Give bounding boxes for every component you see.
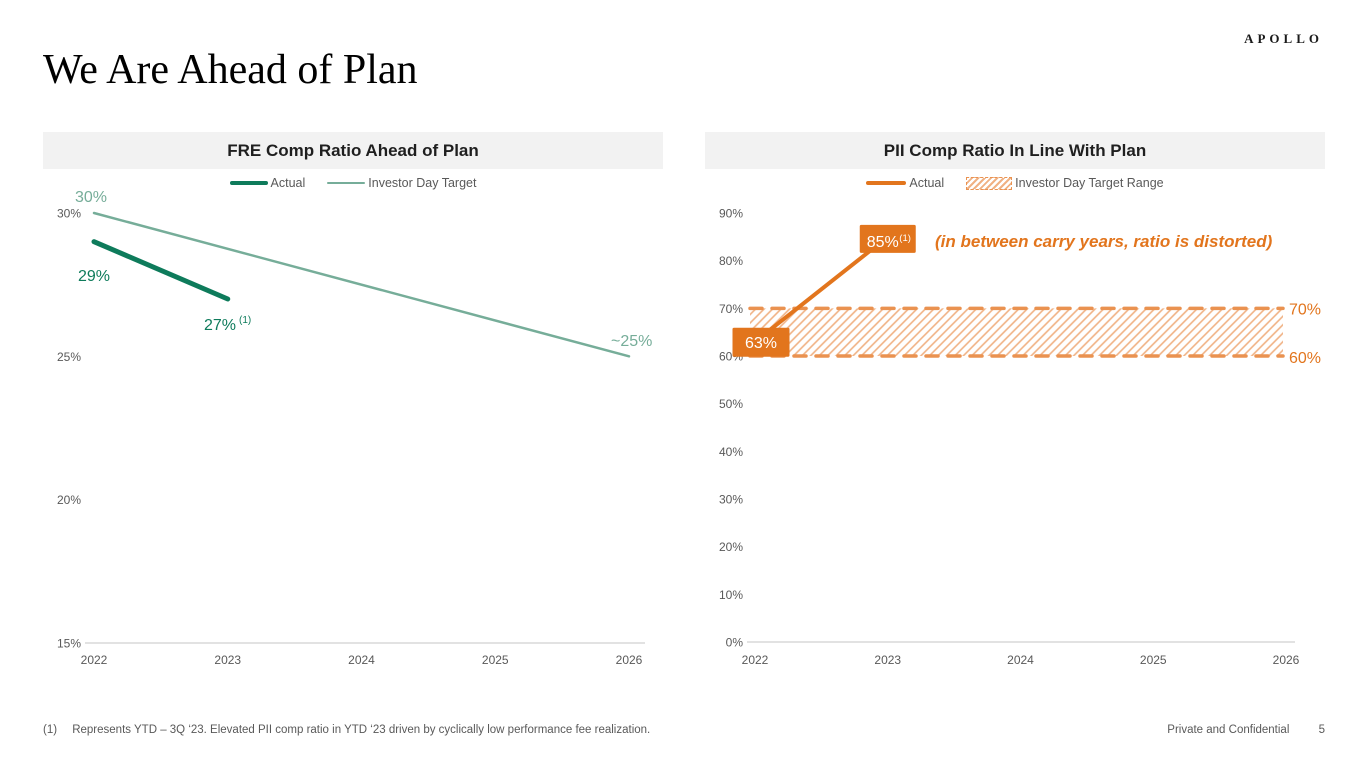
- pii-chart-panel: PII Comp Ratio In Line With Plan Actual …: [705, 132, 1325, 680]
- legend-item-target-range: Investor Day Target Range: [966, 176, 1164, 190]
- data-label: ~25%: [611, 333, 652, 350]
- x-tick-label: 2023: [874, 653, 901, 667]
- legend-label-actual: Actual: [270, 176, 306, 190]
- x-tick-label: 2022: [742, 653, 769, 667]
- x-tick-label: 2025: [1140, 653, 1167, 667]
- x-tick-label: 2025: [482, 653, 509, 667]
- page-title: We Are Ahead of Plan: [43, 47, 418, 93]
- value-box-2022: [732, 327, 790, 357]
- x-tick-label: 2026: [616, 653, 643, 667]
- apollo-logo: APOLLO: [1244, 31, 1323, 46]
- data-label: 30%: [75, 189, 107, 206]
- y-tick-label: 20%: [57, 493, 81, 507]
- target-range-swatch: [966, 176, 1013, 190]
- x-tick-label: 2026: [1273, 653, 1300, 667]
- y-tick-label: 25%: [57, 350, 81, 364]
- value-label-2023: 85%(1): [867, 233, 911, 251]
- data-label: 29%: [78, 268, 110, 285]
- series-line: [91, 239, 231, 302]
- pii-chart-legend: Actual Investor Day Target Range: [705, 176, 1325, 190]
- band-bottom-label: 60%: [1289, 350, 1321, 367]
- pii-comp-ratio-chart: 90% 80% 70% 60% 50% 40% 30% 20% 10% 0% 2022 2023 202…: [719, 206, 1321, 667]
- legend-item-actual: Actual: [229, 176, 306, 190]
- fre-chart-legend: Actual Investor Day Target: [43, 176, 663, 190]
- target-line-swatch: [327, 181, 366, 185]
- target-range-band: [750, 308, 1283, 356]
- y-tick-label: 10%: [719, 588, 743, 602]
- x-tick-label: 2024: [348, 653, 375, 667]
- footer: (1) Represents YTD – 3Q ‘23. Elevated PI…: [43, 724, 1325, 736]
- footer-right: Private and Confidential 5: [1167, 724, 1325, 736]
- band-top-label: 70%: [1289, 301, 1321, 318]
- fre-chart-title: FRE Comp Ratio Ahead of Plan: [43, 132, 663, 169]
- actual-line-swatch: [866, 180, 907, 186]
- carry-years-annotation: (in between carry years, ratio is distor…: [935, 232, 1273, 251]
- page-number: 5: [1318, 724, 1325, 736]
- value-label-2022: 63%: [745, 335, 777, 352]
- pii-chart-title: PII Comp Ratio In Line With Plan: [705, 132, 1325, 169]
- y-tick-label: 90%: [719, 206, 743, 220]
- x-tick-label: 2022: [81, 653, 108, 667]
- fre-comp-ratio-chart: 30% 25% 20% 15%2022 2023 2024 2025 2026 30% 29% 27…: [57, 189, 652, 667]
- y-tick-label: 80%: [719, 254, 743, 268]
- x-tick-label: 2023: [214, 653, 241, 667]
- x-tick-label: 2024: [1007, 653, 1034, 667]
- y-tick-label: 15%: [57, 637, 81, 651]
- y-tick-label: 70%: [719, 302, 743, 316]
- legend-label-target: Investor Day Target: [368, 176, 477, 190]
- y-tick-label: 30%: [57, 207, 81, 221]
- series-line: [92, 211, 631, 358]
- series-line: [753, 234, 890, 344]
- y-tick-label: 20%: [719, 540, 743, 554]
- data-label: 27% (1): [204, 315, 251, 334]
- y-tick-label: 50%: [719, 397, 743, 411]
- y-tick-label: 40%: [719, 445, 743, 459]
- legend-label-actual: Actual: [909, 176, 945, 190]
- confidential-label: Private and Confidential: [1167, 724, 1290, 736]
- legend-item-target: Investor Day Target: [327, 176, 476, 190]
- actual-line-swatch: [229, 180, 268, 186]
- footnote-marker: (1): [43, 724, 58, 736]
- legend-label-target-range: Investor Day Target Range: [1015, 176, 1164, 190]
- legend-item-actual: Actual: [866, 176, 944, 190]
- value-box-2023: [859, 224, 916, 253]
- fre-chart-panel: FRE Comp Ratio Ahead of Plan Actual Inve…: [43, 132, 663, 680]
- footnote-text: Represents YTD – 3Q ‘23. Elevated PII co…: [72, 724, 651, 736]
- y-tick-label: 30%: [719, 492, 743, 506]
- y-tick-label: 0%: [726, 636, 744, 650]
